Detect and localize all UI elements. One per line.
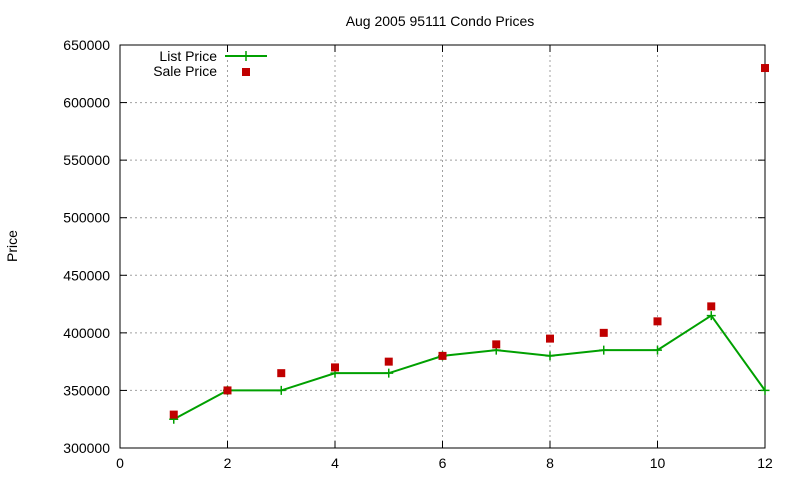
sale-price-point	[384, 357, 393, 366]
y-tick-label: 550000	[63, 152, 110, 168]
sale-price-point	[653, 317, 662, 326]
list-price-point	[545, 351, 555, 361]
legend: List Price Sale Price	[153, 48, 267, 79]
y-tick-label: 600000	[63, 95, 110, 111]
y-tick-label: 350000	[63, 382, 110, 398]
legend-marker-sale-price	[242, 68, 250, 76]
y-tick-label: 650000	[63, 37, 110, 53]
x-tick-label: 4	[331, 455, 339, 471]
sale-price-point	[169, 410, 178, 419]
x-tick-label: 6	[439, 455, 447, 471]
legend-label-sale-price: Sale Price	[153, 63, 217, 79]
y-tick-label: 300000	[63, 440, 110, 456]
chart-title: Aug 2005 95111 Condo Prices	[346, 13, 535, 29]
list-price-point	[599, 345, 609, 355]
y-tick-label: 450000	[63, 267, 110, 283]
x-tick-label: 8	[546, 455, 554, 471]
y-axis-label: Price	[4, 230, 20, 262]
series-layer	[169, 64, 770, 424]
sale-price-point	[277, 369, 286, 378]
sale-price-point	[546, 334, 554, 343]
sale-price-point	[438, 351, 447, 360]
y-tick-label: 400000	[63, 325, 110, 341]
sale-price-point	[599, 328, 608, 337]
y-tick-label: 500000	[63, 210, 110, 226]
sale-price-point	[761, 64, 769, 73]
x-tick-label: 12	[757, 455, 773, 471]
x-tick-label: 10	[650, 455, 666, 471]
x-tick-label: 2	[224, 455, 232, 471]
list-price-point	[384, 368, 394, 378]
list-price-point	[760, 385, 770, 395]
legend-label-list-price: List Price	[159, 48, 217, 64]
sale-price-point	[331, 363, 339, 372]
list-price-point	[653, 345, 662, 355]
sale-price-point	[492, 340, 501, 349]
axis-ticks: 0 2 4 6 8 10 12 300000 350000 400000 450000 500000 5…	[63, 37, 773, 471]
x-tick-label: 0	[116, 455, 124, 471]
legend-marker-list-price	[241, 51, 251, 61]
list-price-point	[706, 311, 716, 321]
sale-price-point	[223, 386, 232, 395]
list-price-point	[276, 385, 286, 395]
sale-price-point	[707, 302, 716, 311]
list-price-line	[173, 314, 766, 421]
grid-lines	[120, 45, 765, 448]
